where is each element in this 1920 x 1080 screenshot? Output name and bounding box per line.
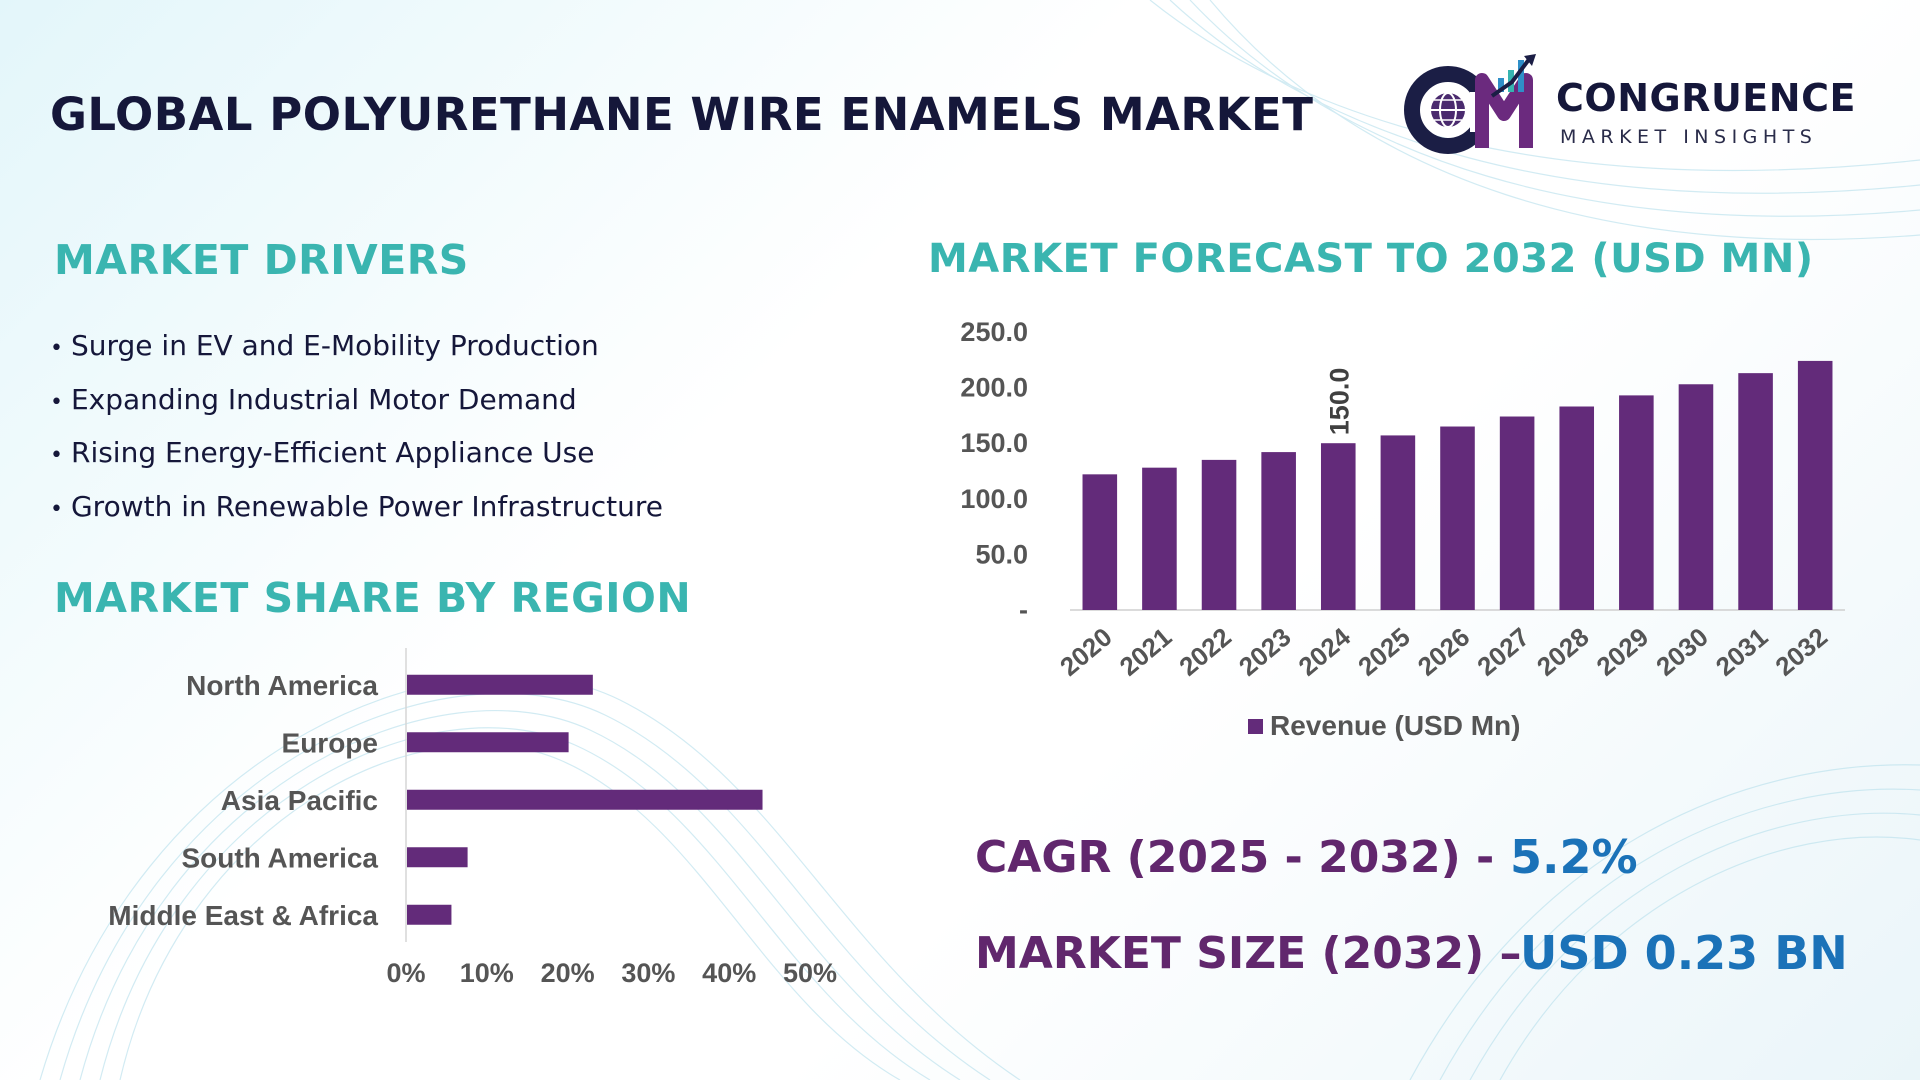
data-label: 150.0 <box>1324 368 1354 436</box>
y-tick-label: 50.0 <box>975 539 1028 569</box>
x-tick-label: 10% <box>460 958 514 988</box>
legend-label: Revenue (USD Mn) <box>1270 710 1520 741</box>
page-title: GLOBAL POLYURETHANE WIRE ENAMELS MARKET <box>50 88 1314 141</box>
y-tick-label: - <box>1019 595 1028 625</box>
bar <box>1380 435 1416 610</box>
legend-swatch <box>1248 719 1263 734</box>
forecast-heading: MARKET FORECAST TO 2032 (USD MN) <box>928 236 1814 282</box>
bar <box>1499 416 1535 610</box>
bar <box>1738 373 1773 610</box>
bar <box>407 904 452 925</box>
y-tick-label: 150.0 <box>960 428 1028 458</box>
x-tick-label: 2022 <box>1173 622 1237 682</box>
list-item: • Rising Energy-Efficient Appliance Use <box>50 429 663 483</box>
bullet-icon: • <box>50 443 63 468</box>
x-tick-label: 2028 <box>1531 622 1595 682</box>
bar <box>1619 395 1654 610</box>
list-item: • Growth in Renewable Power Infrastructur… <box>50 483 663 537</box>
x-tick-label: 2027 <box>1471 622 1535 682</box>
bullet-icon: • <box>50 389 63 415</box>
x-tick-label: 40% <box>702 958 756 988</box>
list-item: • Expanding Industrial Motor Demand <box>50 376 663 430</box>
drivers-heading: MARKET DRIVERS <box>54 236 469 284</box>
brand-tagline: MARKET INSIGHTS <box>1560 126 1818 148</box>
cagr-label: CAGR (2025 - 2032) - <box>975 832 1495 883</box>
category-label: Middle East & Africa <box>108 900 378 931</box>
category-label: South America <box>181 842 378 873</box>
x-tick-label: 2023 <box>1233 622 1297 682</box>
driver-text: Surge in EV and E-Mobility Production <box>70 329 599 362</box>
category-label: North America <box>186 670 378 701</box>
x-tick-label: 2031 <box>1710 622 1774 682</box>
x-tick-label: 0% <box>386 958 425 988</box>
bar <box>1559 406 1595 610</box>
x-tick-label: 50% <box>783 958 837 988</box>
bullet-icon: • <box>50 496 63 522</box>
bar <box>1142 467 1177 610</box>
x-tick-label: 2032 <box>1769 622 1833 682</box>
bar <box>1440 426 1475 610</box>
brand-logo: CONGRUENCE MARKET INSIGHTS <box>1400 52 1870 162</box>
driver-text: Expanding Industrial Motor Demand <box>70 382 577 416</box>
bar <box>407 789 763 810</box>
y-tick-label: 200.0 <box>960 373 1028 403</box>
region-heading: MARKET SHARE BY REGION <box>54 574 692 622</box>
region-share-chart: North America Europe Asia Pacific South Ame… <box>108 648 837 988</box>
bar <box>1082 474 1118 610</box>
market-size-label: MARKET SIZE (2032) – <box>975 928 1522 979</box>
bar <box>1201 459 1237 610</box>
x-tick-label: 2026 <box>1412 622 1476 682</box>
bar <box>1678 384 1714 610</box>
x-tick-label: 2021 <box>1114 622 1178 682</box>
x-tick-label: 2025 <box>1352 622 1416 682</box>
driver-text: Rising Energy-Efficient Appliance Use <box>70 436 595 469</box>
bullet-icon: • <box>50 336 63 361</box>
x-tick-label: 2029 <box>1591 622 1655 682</box>
x-tick-label: 2030 <box>1650 622 1714 682</box>
x-tick-label: 20% <box>541 958 595 988</box>
bar <box>407 847 468 868</box>
bar <box>407 732 569 753</box>
list-item: • Surge in EV and E-Mobility Production <box>50 322 663 376</box>
category-label: Asia Pacific <box>221 785 378 816</box>
x-tick-label: 30% <box>621 958 675 988</box>
driver-text: Growth in Renewable Power Infrastructure <box>70 489 663 523</box>
bar <box>1261 452 1296 610</box>
revenue-forecast-chart: 250.0200.0150.0100.050.0-202020212022202… <box>960 317 1845 741</box>
bar <box>407 674 593 695</box>
x-tick-label: 2024 <box>1293 621 1357 682</box>
x-tick-label: 2020 <box>1054 622 1118 682</box>
brand-name: CONGRUENCE <box>1556 76 1856 120</box>
cagr-value: 5.2% <box>1510 830 1638 884</box>
category-label: Europe <box>282 727 378 758</box>
drivers-list: • Surge in EV and E-Mobility Production •… <box>50 322 663 536</box>
brand-logo-icon <box>1404 54 1536 154</box>
y-tick-label: 100.0 <box>960 484 1028 514</box>
y-tick-label: 250.0 <box>960 317 1028 347</box>
bar <box>1797 360 1833 610</box>
market-size-value: USD 0.23 BN <box>1520 926 1848 980</box>
bar <box>1320 443 1356 610</box>
